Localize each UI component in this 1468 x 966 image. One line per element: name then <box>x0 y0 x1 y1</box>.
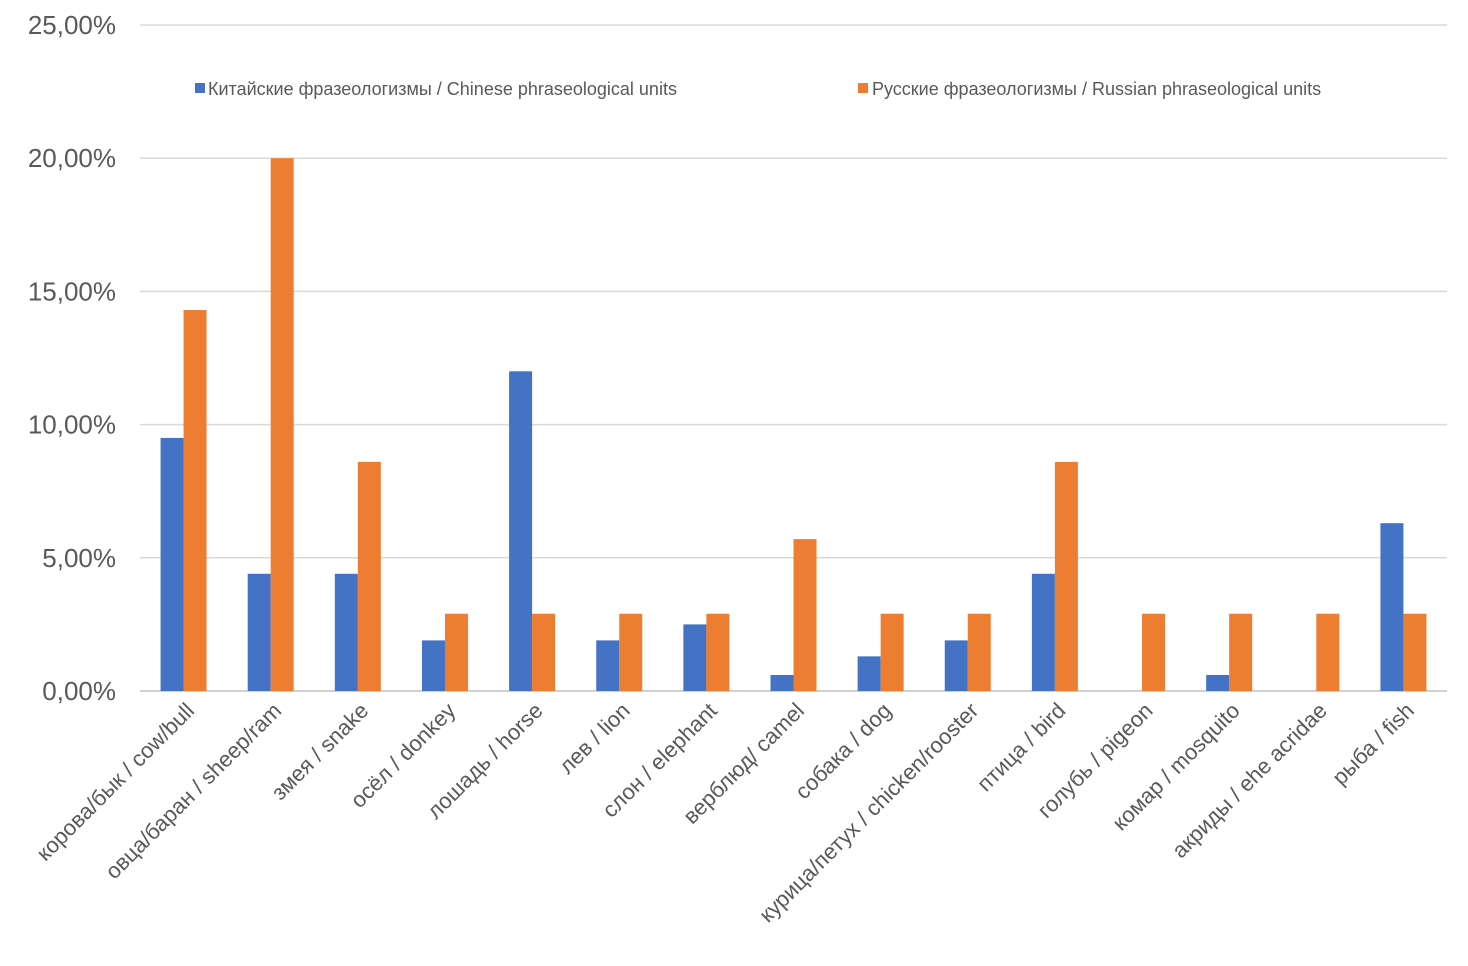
y-tick-label: 0,00% <box>42 676 116 706</box>
bar-chinese <box>1380 523 1404 691</box>
bar-russian <box>1229 613 1253 691</box>
legend-label-chinese: Китайские фразеологизмы / Chinese phrase… <box>208 79 677 99</box>
bar-chinese <box>770 675 794 691</box>
bar-russian <box>1403 613 1427 691</box>
bar-russian <box>444 613 468 691</box>
bar-russian <box>880 613 904 691</box>
bar-chinese <box>421 640 445 691</box>
bar-russian <box>1054 461 1078 691</box>
x-tick-label: корова/бык / cow/bull <box>31 698 199 866</box>
y-tick-label: 25,00% <box>28 10 116 40</box>
bar-russian <box>967 613 991 691</box>
x-tick-label: акриды / ehe acridae <box>1167 698 1332 863</box>
y-tick-label: 5,00% <box>42 543 116 573</box>
bar-chinese <box>334 573 358 691</box>
legend-swatch-chinese <box>195 83 205 93</box>
bar-russian <box>183 310 207 691</box>
bar-russian <box>793 539 817 691</box>
bar-russian <box>706 613 730 691</box>
bar-chinese <box>596 640 620 691</box>
legend-swatch-russian <box>858 83 868 93</box>
bar-chinese <box>944 640 968 691</box>
x-tick-label: рыба / fish <box>1327 698 1419 790</box>
y-axis-ticks: 0,00% 5,00% 10,00% 15,00% 20,00% 25,00% <box>28 10 116 706</box>
bars <box>160 158 1427 691</box>
legend-label-russian: Русские фразеологизмы / Russian phraseol… <box>872 79 1321 99</box>
bar-chinese <box>683 624 707 691</box>
bar-chinese <box>160 437 184 691</box>
bar-chinese <box>1206 675 1230 691</box>
bar-chinese <box>857 656 881 691</box>
bar-russian <box>1316 613 1340 691</box>
bar-chinese <box>1031 573 1055 691</box>
bar-chinese <box>509 371 533 691</box>
bar-chinese <box>247 573 271 691</box>
legend: Китайские фразеологизмы / Chinese phrase… <box>195 79 1321 99</box>
bar-russian <box>357 461 381 691</box>
bar-russian <box>532 613 556 691</box>
bar-russian <box>619 613 643 691</box>
bar-russian <box>1142 613 1166 691</box>
bar-russian <box>270 158 294 691</box>
y-tick-label: 10,00% <box>28 410 116 440</box>
x-tick-label: овца/баран / sheep/ram <box>100 698 286 884</box>
y-tick-label: 20,00% <box>28 143 116 173</box>
y-tick-label: 15,00% <box>28 276 116 306</box>
x-tick-label: лев / lion <box>554 698 635 779</box>
